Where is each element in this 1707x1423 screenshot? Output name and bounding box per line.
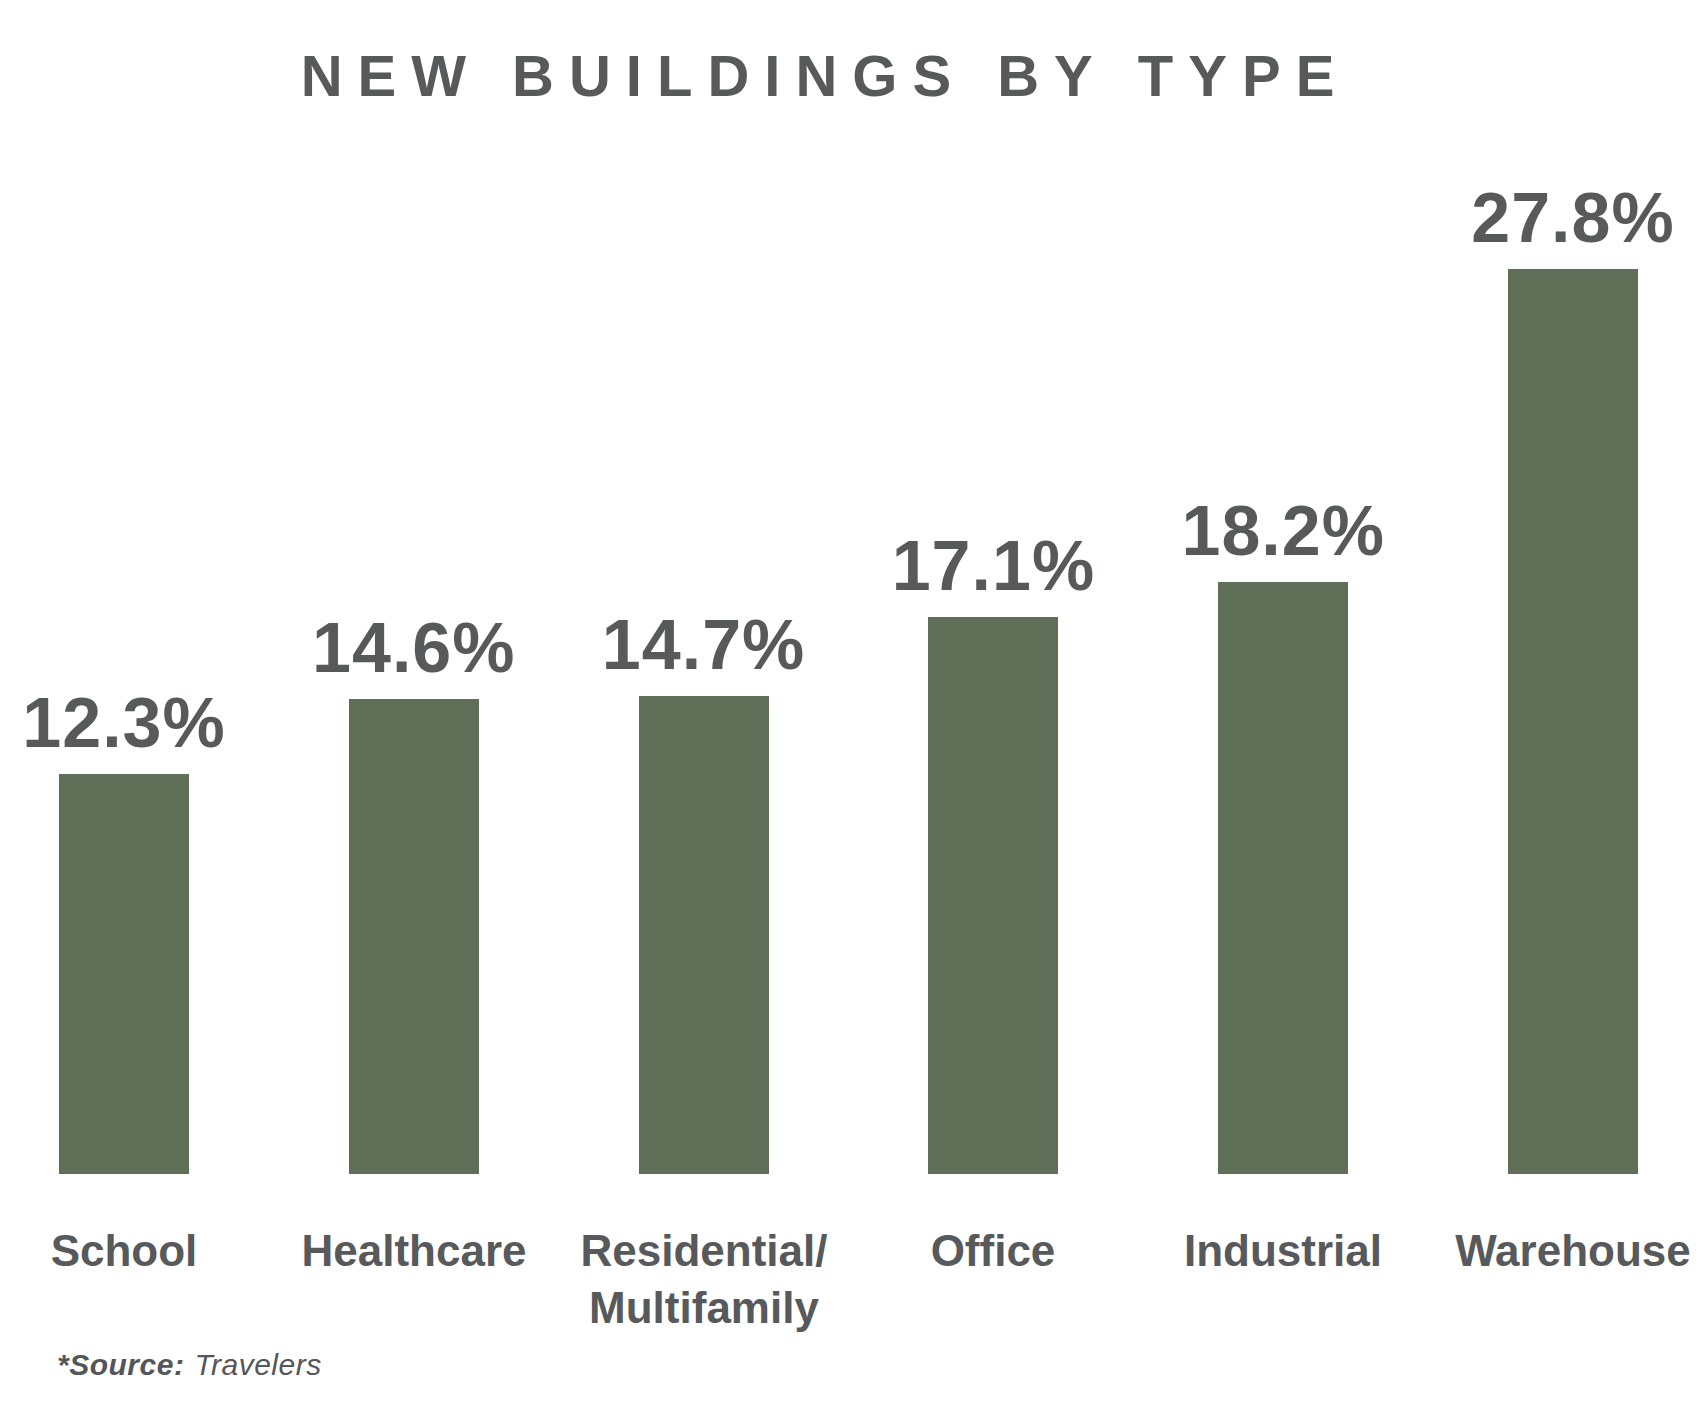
bar-warehouse	[1508, 269, 1638, 1174]
source-note: *Source: Travelers	[57, 1348, 322, 1382]
bar-value-label-office: 17.1%	[892, 531, 1095, 601]
bar-column-healthcare: 14.6%	[349, 613, 479, 1174]
bar-value-label-healthcare: 14.6%	[312, 613, 515, 683]
bar-value-label-warehouse: 27.8%	[1471, 183, 1674, 253]
category-label-healthcare: Healthcare	[254, 1222, 574, 1279]
category-label-industrial: Industrial	[1123, 1222, 1443, 1279]
category-label-office: Office	[833, 1222, 1153, 1279]
category-label-residential-multifamily: Residential/ Multifamily	[544, 1222, 864, 1336]
category-axis: SchoolHealthcareResidential/ Multifamily…	[0, 1222, 1707, 1352]
bar-residential-multifamily	[639, 696, 769, 1174]
source-value: Travelers	[194, 1348, 321, 1381]
bar-column-office: 17.1%	[928, 531, 1058, 1174]
bar-healthcare	[349, 699, 479, 1174]
bar-value-label-residential-multifamily: 14.7%	[602, 610, 805, 680]
bar-column-industrial: 18.2%	[1218, 496, 1348, 1174]
category-label-warehouse: Warehouse	[1413, 1222, 1707, 1279]
bar-value-label-school: 12.3%	[22, 688, 225, 758]
bar-column-school: 12.3%	[59, 688, 189, 1174]
bar-school	[59, 774, 189, 1174]
bar-chart: NEW BUILDINGS BY TYPE 12.3%14.6%14.7%17.…	[0, 0, 1707, 1423]
bar-column-residential-multifamily: 14.7%	[639, 610, 769, 1174]
category-label-school: School	[0, 1222, 284, 1279]
bar-industrial	[1218, 582, 1348, 1174]
bar-value-label-industrial: 18.2%	[1181, 496, 1384, 566]
bar-office	[928, 617, 1058, 1174]
plot-area: 12.3% 14.6% 14.7% 17.1% 18.2% 27.8%	[59, 0, 1638, 1174]
bar-column-warehouse: 27.8%	[1508, 183, 1638, 1174]
source-label: *Source:	[57, 1348, 184, 1381]
